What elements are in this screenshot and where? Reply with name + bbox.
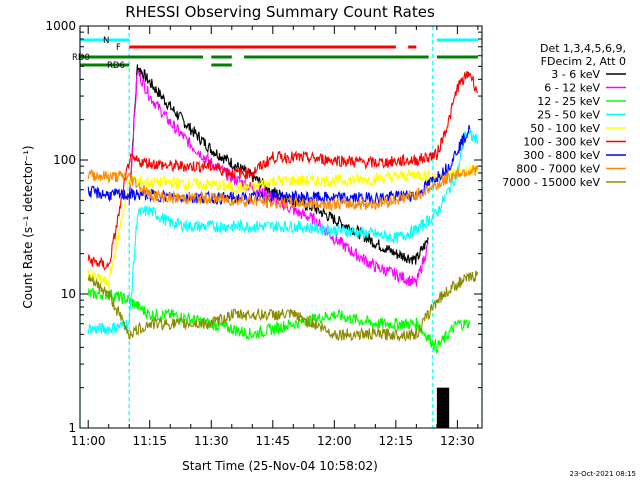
y-tick-label: 10 [61, 287, 76, 301]
y-tick-label: 1000 [45, 19, 76, 33]
chart-title: RHESSI Observing Summary Count Rates [125, 3, 435, 21]
night-intervals [79, 26, 483, 428]
y-axis-label: Count Rate (s⁻¹ detector⁻¹) [21, 145, 35, 308]
flag-label: F [116, 43, 121, 53]
flag-label: RD6 [107, 61, 125, 71]
legend-header-line: FDecim 2, Att 0 [541, 55, 626, 68]
flag-label: N [103, 36, 109, 46]
series-line [87, 270, 479, 343]
legend: Det 1,3,4,5,6,9,FDecim 2, Att 03 - 6 keV… [502, 42, 626, 189]
x-axis-label: Start Time (25-Nov-04 10:58:02) [182, 459, 378, 473]
series-line [128, 69, 429, 287]
legend-header-line: Det 1,3,4,5,6,9, [540, 42, 626, 55]
x-tick-label: 11:00 [71, 434, 106, 448]
series-line [87, 164, 478, 289]
series-line [87, 165, 479, 212]
series-line [87, 70, 479, 271]
saa-block [436, 387, 450, 428]
legend-entry-label: 50 - 100 keV [530, 122, 600, 135]
timestamp: 23-Oct-2021 08:15 [570, 470, 636, 478]
y-axis-ticks: 1 10 100 1000 [45, 19, 482, 435]
x-tick-label: 11:15 [132, 434, 167, 448]
x-axis-ticks: 11:00 11:15 11:30 11:45 12:00 12:15 12:30 [71, 26, 479, 448]
legend-entry-label: 7000 - 15000 keV [502, 176, 600, 189]
x-tick-label: 12:15 [379, 434, 414, 448]
series-line [87, 127, 479, 336]
legend-entry-label: 100 - 300 keV [523, 136, 600, 149]
flag-bars: NF RD0 RD6 [72, 36, 478, 71]
series-line [128, 64, 429, 265]
legend-entry-label: 25 - 50 keV [537, 109, 600, 122]
x-tick-label: 11:30 [194, 434, 229, 448]
y-tick-label: 100 [53, 153, 76, 167]
series-layer [87, 64, 479, 355]
series-line [87, 287, 471, 355]
legend-entry-label: 800 - 7000 keV [516, 163, 600, 176]
x-tick-label: 12:30 [440, 434, 475, 448]
legend-entry-label: 300 - 800 keV [523, 149, 600, 162]
plot-frame [79, 25, 483, 429]
x-tick-label: 11:45 [255, 434, 290, 448]
x-tick-label: 12:00 [317, 434, 352, 448]
flag-label: RD0 [72, 53, 90, 63]
y-tick-label: 1 [68, 421, 76, 435]
legend-entry-label: 6 - 12 keV [544, 82, 600, 95]
legend-entry-label: 12 - 25 keV [537, 95, 600, 108]
legend-entry-label: 3 - 6 keV [551, 68, 600, 81]
